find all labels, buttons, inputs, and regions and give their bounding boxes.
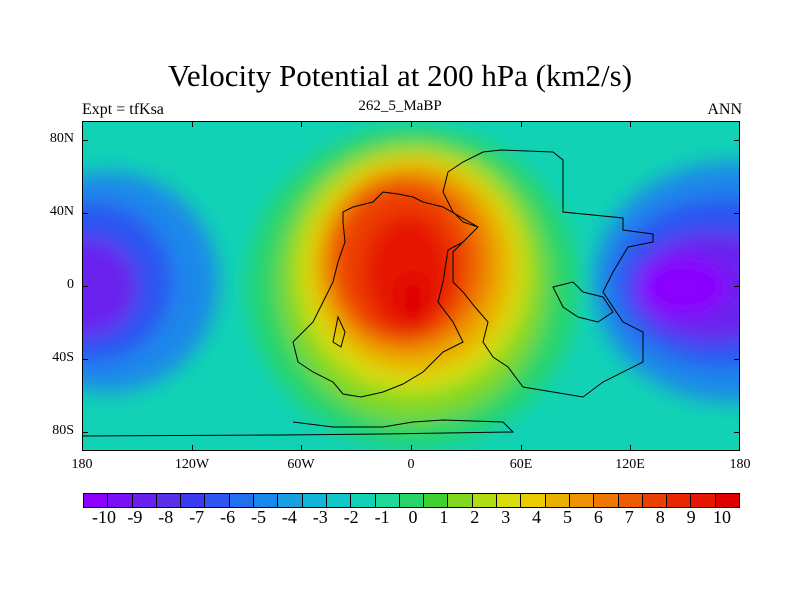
- tick-mark: [82, 213, 88, 214]
- colorbar-cell: [641, 493, 668, 508]
- colorbar-cell: [374, 493, 400, 508]
- tick-mark: [521, 445, 522, 451]
- colorbar-label: 5: [563, 507, 572, 527]
- colorbar-label: 3: [501, 507, 511, 527]
- colorbar-label: -9: [127, 507, 143, 527]
- colorbar-cell: [253, 493, 279, 508]
- tick-mark: [411, 445, 412, 451]
- tick-mark: [192, 121, 193, 127]
- colorbar-label: -2: [343, 507, 359, 527]
- tick-mark: [734, 140, 740, 141]
- colorbar-label: -6: [220, 507, 236, 527]
- colorbar-label: 2: [470, 507, 480, 527]
- tick-mark: [301, 445, 302, 451]
- lon-label: 60W: [287, 457, 315, 472]
- colorbar-cell: [471, 493, 498, 508]
- colorbar-cell: [544, 493, 570, 508]
- colorbar-label: -3: [312, 507, 328, 527]
- tick-mark: [192, 445, 193, 451]
- lat-label: 40N: [49, 204, 74, 219]
- colorbar-cell: [690, 493, 716, 508]
- tick-mark: [734, 359, 740, 360]
- tick-mark: [411, 121, 412, 127]
- tick-mark: [521, 121, 522, 127]
- tick-mark: [630, 121, 631, 127]
- west-low-core: [83, 237, 138, 337]
- tick-mark: [82, 432, 88, 433]
- tick-mark: [630, 445, 631, 451]
- period-label: 262_5_MaBP: [358, 98, 442, 114]
- colorbar-cell: [301, 493, 327, 508]
- colorbar-label: -8: [158, 507, 174, 527]
- colorbar-label: 1: [439, 507, 449, 527]
- lon-label: 120E: [615, 457, 645, 472]
- tick-mark: [82, 286, 88, 287]
- colorbar-label: 0: [408, 507, 418, 527]
- colorbar-label: 7: [624, 507, 634, 527]
- lon-label: 60E: [509, 457, 533, 472]
- tick-mark: [734, 286, 740, 287]
- colorbar-label: -10: [92, 507, 116, 527]
- lon-label: 180: [729, 457, 751, 472]
- colorbar-cell: [496, 493, 522, 508]
- colorbar-label: -7: [189, 507, 205, 527]
- contour-map: [82, 121, 740, 451]
- lon-label: 0: [407, 457, 415, 472]
- colorbar-label: -1: [374, 507, 390, 527]
- lat-label: 80S: [52, 423, 74, 438]
- plot-title: Velocity Potential at 200 hPa (km2/s): [167, 58, 633, 93]
- tick-mark: [82, 359, 88, 360]
- colorbar-cell: [593, 493, 619, 508]
- lon-label: 120W: [174, 457, 210, 472]
- colorbar-label: -4: [281, 507, 297, 527]
- lat-label: 80N: [49, 131, 74, 146]
- lon-label: 180: [71, 457, 93, 472]
- colorbar-cell: [180, 493, 206, 508]
- tick-mark: [734, 213, 740, 214]
- colorbar-label: 8: [655, 507, 665, 527]
- colorbar-cell: [228, 493, 255, 508]
- lat-label: 0: [67, 277, 74, 292]
- colorbar-label: 9: [686, 507, 696, 527]
- colorbar-cell: [568, 493, 595, 508]
- tick-mark: [301, 121, 302, 127]
- colorbar-label: 10: [713, 507, 731, 527]
- colorbar-label: 4: [532, 507, 542, 527]
- high-7: [363, 212, 453, 332]
- east-low-center: [638, 257, 728, 317]
- colorbar-cell: [714, 493, 741, 508]
- tick-mark: [82, 140, 88, 141]
- colorbar-label: -5: [251, 507, 266, 527]
- lat-label: 40S: [52, 350, 74, 365]
- colorbar-cell: [83, 493, 109, 508]
- experiment-label: Expt = tfKsa: [82, 101, 164, 118]
- colorbar: [83, 493, 741, 508]
- colorbar-cell: [520, 493, 546, 508]
- colorbar-cell: [325, 493, 352, 508]
- tick-mark: [734, 432, 740, 433]
- colorbar-cell: [107, 493, 133, 508]
- colorbar-cell: [423, 493, 449, 508]
- colorbar-cell: [277, 493, 303, 508]
- colorbar-cell: [617, 493, 643, 508]
- season-label: ANN: [707, 101, 742, 118]
- colorbar-cell: [131, 493, 157, 508]
- colorbar-cell: [666, 493, 692, 508]
- high-core: [398, 272, 428, 332]
- colorbar-label: 6: [593, 507, 603, 527]
- colorbar-cell: [155, 493, 182, 508]
- colorbar-cell: [350, 493, 376, 508]
- colorbar-cell: [447, 493, 473, 508]
- coastline: [83, 149, 654, 437]
- colorbar-cell: [204, 493, 230, 508]
- colorbar-cell: [398, 493, 425, 508]
